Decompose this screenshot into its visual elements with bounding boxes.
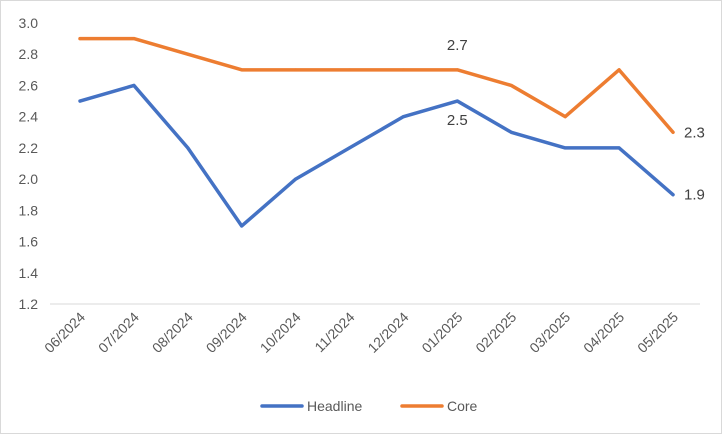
y-tick-label: 3.0	[19, 15, 39, 31]
data-point-headline	[348, 146, 352, 150]
y-tick-label: 2.8	[19, 46, 39, 62]
x-tick-label: 02/2025	[472, 309, 519, 356]
series-lines	[78, 36, 675, 228]
y-tick-label: 2.2	[19, 140, 39, 156]
data-point-core	[563, 115, 567, 119]
data-point-headline	[455, 99, 459, 103]
data-point-headline	[617, 146, 621, 150]
series-line-core	[78, 36, 675, 135]
data-point-core	[671, 130, 675, 134]
data-point-headline	[186, 146, 190, 150]
data-point-core	[617, 68, 621, 72]
x-tick-label: 10/2024	[257, 309, 304, 356]
y-tick-label: 2.0	[19, 171, 39, 187]
y-tick-label: 2.4	[19, 109, 39, 125]
data-point-headline	[671, 193, 675, 197]
data-point-headline	[509, 130, 513, 134]
y-tick-label: 2.6	[19, 77, 39, 93]
x-axis-ticks: 06/2024 07/2024 08/2024 09/2024 10/2024 11/20…	[41, 309, 681, 356]
x-tick-label: 06/2024	[41, 309, 88, 356]
data-label: 2.7	[447, 37, 468, 54]
x-tick-label: 05/2025	[634, 309, 681, 356]
y-tick-label: 1.8	[19, 202, 39, 218]
data-point-core	[455, 68, 459, 72]
y-tick-label: 1.6	[19, 234, 39, 250]
data-label: 1.9	[684, 187, 705, 204]
legend-label: Core	[447, 398, 478, 414]
data-point-core	[294, 68, 298, 72]
data-point-core	[240, 68, 244, 72]
x-tick-label: 07/2024	[95, 309, 142, 356]
x-tick-label: 12/2024	[364, 309, 411, 356]
data-point-headline	[132, 83, 136, 87]
data-point-core	[78, 37, 82, 41]
y-tick-label: 1.4	[19, 265, 39, 281]
legend: Headline Core	[260, 398, 478, 414]
y-tick-label: 1.2	[19, 296, 39, 312]
data-point-headline	[294, 177, 298, 181]
x-tick-label: 01/2025	[418, 309, 465, 356]
data-point-headline	[563, 146, 567, 150]
data-point-core	[348, 68, 352, 72]
x-tick-label: 03/2025	[526, 309, 573, 356]
data-point-headline	[78, 99, 82, 103]
data-point-headline	[240, 224, 244, 228]
x-tick-label: 04/2025	[580, 309, 627, 356]
data-point-core	[401, 68, 405, 72]
data-labels: 2.7 2.5 2.3 1.9	[447, 37, 705, 204]
legend-label: Headline	[307, 398, 362, 414]
x-tick-label: 11/2024	[311, 309, 358, 356]
x-tick-label: 09/2024	[203, 309, 250, 356]
data-label: 2.3	[684, 124, 705, 141]
data-point-core	[186, 52, 190, 56]
data-point-headline	[401, 115, 405, 119]
data-label: 2.5	[447, 112, 468, 129]
data-point-core	[509, 83, 513, 87]
y-axis-ticks: 1.2 1.4 1.6 1.8 2.0 2.2 2.4 2.6 2.8 3.0	[19, 15, 39, 312]
x-tick-label: 08/2024	[149, 309, 196, 356]
series-line-headline	[78, 83, 675, 228]
data-point-core	[132, 37, 136, 41]
